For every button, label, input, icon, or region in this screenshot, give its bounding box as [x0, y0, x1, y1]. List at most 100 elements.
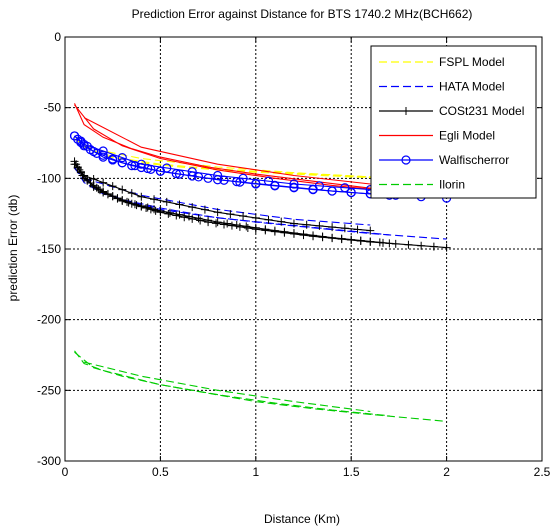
data-point	[80, 171, 89, 180]
data-point	[213, 208, 222, 217]
legend-label: Ilorin	[439, 178, 465, 192]
legend-label: HATA Model	[439, 80, 505, 94]
series-line	[83, 117, 371, 185]
data-point	[340, 183, 350, 193]
data-point	[143, 203, 152, 212]
series-line	[83, 146, 371, 178]
data-point	[213, 170, 223, 181]
data-point	[270, 226, 279, 235]
data-point	[143, 163, 153, 174]
data-point	[227, 221, 236, 230]
data-point	[89, 182, 98, 191]
data-point	[315, 221, 324, 230]
data-point	[264, 215, 273, 224]
data-point	[280, 227, 289, 236]
data-point	[366, 226, 375, 235]
legend-marker	[401, 155, 411, 165]
data-point	[69, 131, 80, 141]
data-point	[251, 223, 260, 232]
legend-item: Egli Model	[379, 129, 495, 143]
data-point	[353, 225, 362, 234]
data-point	[76, 167, 85, 176]
data-point	[289, 228, 298, 237]
legend-label: Walfischerror	[439, 153, 509, 167]
data-point	[314, 181, 324, 191]
y-tick-label: 0	[54, 30, 61, 44]
x-tick-label: 2	[443, 465, 450, 479]
data-point	[130, 200, 139, 209]
ticks: 0 0.5 1 1.5 2 2.5 0 -50 -100 -150 -200 -250 -300	[37, 30, 551, 479]
data-point	[404, 240, 413, 249]
data-point	[289, 219, 298, 228]
y-tick-label: -150	[37, 242, 61, 256]
data-point	[137, 192, 146, 201]
data-point	[226, 210, 235, 219]
data-point	[385, 239, 394, 248]
series-line	[83, 143, 371, 191]
data-point	[99, 178, 108, 187]
legend-label: Egli Model	[439, 129, 495, 143]
data-point	[70, 160, 79, 169]
data-point	[127, 189, 136, 198]
data-point	[172, 211, 181, 220]
data-point	[94, 185, 103, 194]
legend-label: COSt231 Model	[439, 104, 524, 118]
data-point	[79, 139, 89, 150]
data-point	[73, 163, 82, 172]
series-line	[83, 361, 371, 413]
data-point	[289, 182, 299, 192]
data-point	[89, 175, 98, 184]
data-point	[175, 200, 184, 209]
data-point	[76, 136, 86, 146]
y-tick-label: -200	[37, 313, 61, 327]
data-point	[356, 236, 365, 245]
x-tick-label: 1	[252, 465, 259, 479]
data-point	[299, 230, 308, 239]
data-point	[302, 220, 311, 229]
data-point	[196, 216, 205, 225]
data-point	[212, 219, 221, 228]
legend: FSPL Model HATA Model COSt231 Model Egli Mo…	[370, 45, 537, 199]
chart-title: Prediction Error against Distance for BT…	[132, 7, 473, 21]
data-point	[150, 205, 159, 214]
legend-item: FSPL Model	[379, 55, 505, 69]
data-point	[220, 220, 228, 229]
data-point	[98, 146, 108, 156]
data-point	[328, 223, 337, 232]
y-tick-label: -100	[37, 171, 61, 185]
data-point	[118, 185, 127, 194]
data-point	[242, 222, 251, 231]
legend-box	[370, 45, 537, 199]
data-point	[328, 233, 337, 242]
data-point	[442, 243, 451, 252]
x-tick-label: 0	[62, 465, 69, 479]
data-point	[162, 197, 171, 206]
y-axis-label: prediction Error (db)	[6, 195, 20, 302]
data-point	[194, 214, 203, 223]
data-point	[261, 225, 270, 234]
data-point	[124, 198, 133, 207]
data-point	[150, 195, 159, 204]
data-point	[239, 212, 248, 221]
y-tick-label: -250	[37, 383, 61, 397]
data-point	[289, 179, 299, 189]
data-point	[103, 189, 112, 198]
data-point	[118, 196, 127, 205]
data-point	[187, 167, 197, 177]
legend-label: FSPL Model	[439, 55, 505, 69]
data-point	[117, 158, 127, 168]
data-point	[238, 173, 248, 183]
series-line	[74, 135, 390, 196]
data-point	[108, 182, 117, 191]
legend-item: COSt231 Model	[379, 104, 524, 118]
data-point	[200, 205, 209, 214]
data-point	[99, 187, 108, 196]
data-point	[156, 206, 165, 215]
x-axis-label: Distance (Km)	[264, 512, 340, 526]
data-point	[86, 179, 95, 188]
data-point	[108, 154, 118, 164]
series-ilorin	[74, 350, 447, 422]
data-point	[243, 224, 252, 233]
series-cost231-model	[70, 157, 451, 252]
